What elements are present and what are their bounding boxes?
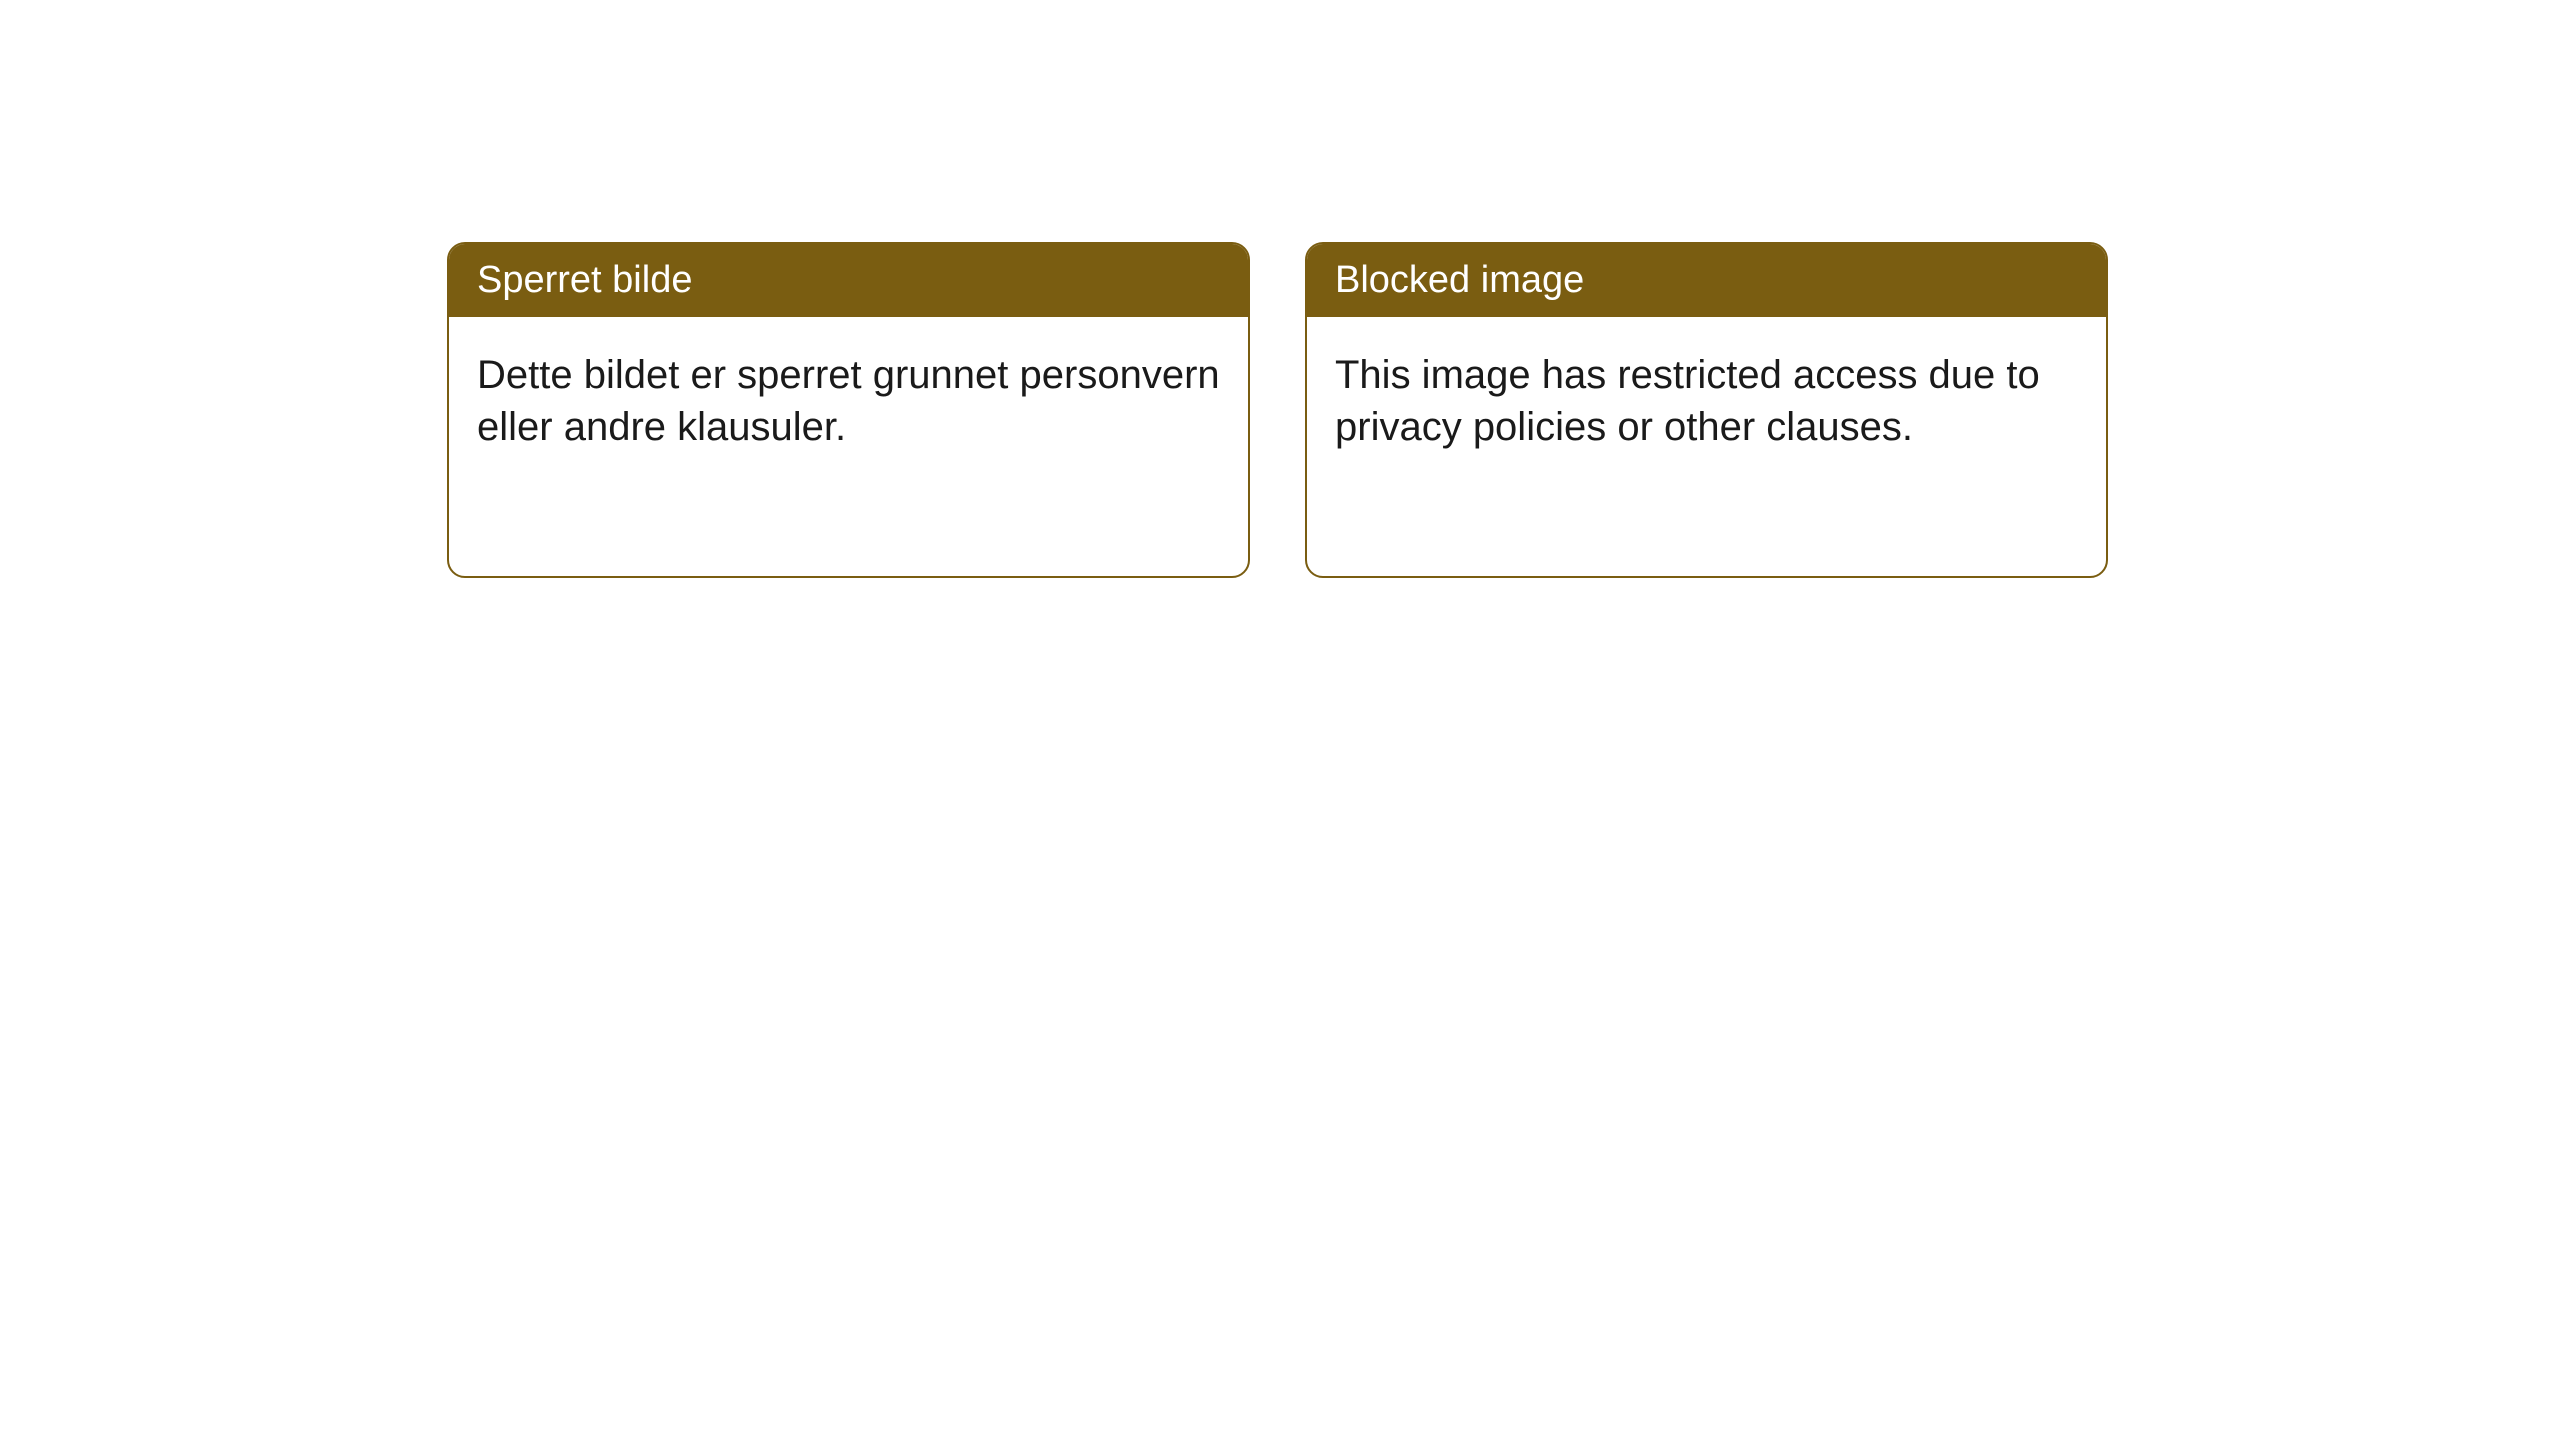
notice-container: Sperret bilde Dette bildet er sperret gr… xyxy=(447,242,2108,578)
notice-body: This image has restricted access due to … xyxy=(1307,317,2106,485)
notice-card-english: Blocked image This image has restricted … xyxy=(1305,242,2108,578)
notice-header: Sperret bilde xyxy=(449,244,1248,317)
notice-body: Dette bildet er sperret grunnet personve… xyxy=(449,317,1248,485)
notice-header: Blocked image xyxy=(1307,244,2106,317)
notice-card-norwegian: Sperret bilde Dette bildet er sperret gr… xyxy=(447,242,1250,578)
